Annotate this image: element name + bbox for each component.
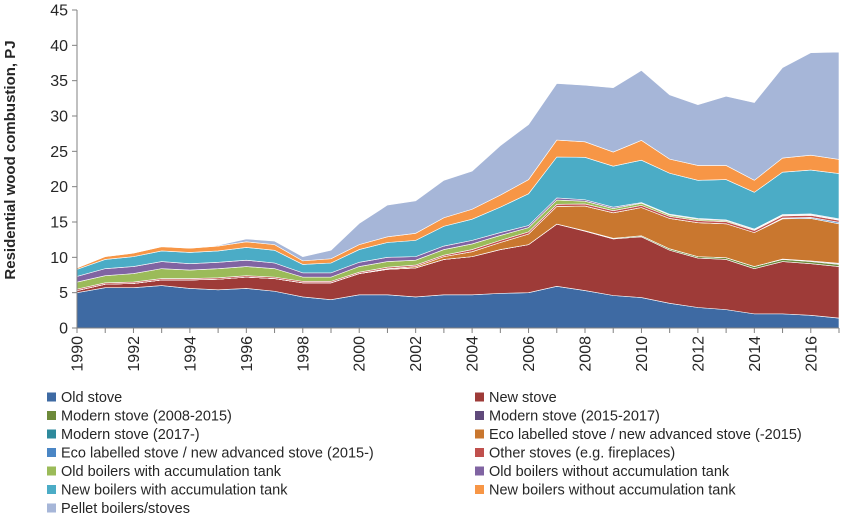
legend-label-modern-stove-2017: Modern stove (2017-): [61, 427, 200, 443]
x-tick-label: 1998: [295, 336, 312, 372]
x-tick-label: 2004: [465, 336, 482, 372]
x-tick-label: 1994: [182, 336, 199, 372]
chart-legend: Old stove New stove Modern stove (2008-201…: [47, 390, 802, 516]
x-tick-label: 2000: [352, 336, 369, 372]
x-tick-label: 2014: [747, 336, 764, 372]
x-tick-label: 2006: [521, 336, 538, 372]
y-tick-label: 25: [50, 144, 68, 161]
legend-swatch-eco-labelled-stove-new-advanced-stove-2015: [47, 448, 56, 457]
legend-swatch-old-stove: [47, 392, 56, 402]
x-tick-label: 2008: [578, 336, 595, 372]
legend-label-new-stove: New stove: [489, 390, 557, 406]
y-tick-label: 30: [50, 109, 68, 126]
legend-swatch-new-boilers-with-accumulation-tank: [47, 485, 56, 494]
chart-axes: [72, 9, 840, 333]
x-tick-label: 2016: [803, 336, 820, 372]
legend-label-pellet-boilers-stoves: Pellet boilers/stoves: [61, 501, 190, 516]
chart-areas: [76, 51, 840, 329]
legend-swatch-old-boilers-with-accumulation-tank: [47, 466, 56, 476]
legend-swatch-modern-stove-2008-2015: [47, 411, 56, 420]
y-tick-label: 0: [59, 321, 68, 338]
y-tick-label: 15: [50, 215, 68, 232]
legend-swatch-modern-stove-2017: [47, 429, 56, 439]
legend-label-new-boilers-without-accumulation-tank: New boilers without accumulation tank: [489, 483, 736, 499]
legend-label-old-boilers-without-accumulation-tank: Old boilers without accumulation tank: [489, 464, 730, 480]
legend-swatch-old-boilers-without-accumulation-tank: [475, 466, 484, 476]
legend-swatch-other-stoves-e-g-fireplaces: [475, 448, 484, 457]
legend-swatch-eco-labelled-stove-new-advanced-stove-2015: [475, 429, 484, 439]
legend-swatch-modern-stove-2015-2017: [475, 411, 484, 420]
legend-label-old-stove: Old stove: [61, 390, 122, 406]
x-tick-label: 1996: [239, 336, 256, 372]
y-tick-label: 20: [50, 179, 68, 196]
legend-label-eco-labelled-stove-new-advanced-stove-2015: Eco labelled stove / new advanced stove …: [61, 446, 374, 462]
y-tick-label: 5: [59, 285, 68, 302]
legend-label-old-boilers-with-accumulation-tank: Old boilers with accumulation tank: [61, 464, 282, 480]
y-tick-label: 10: [50, 250, 68, 267]
y-tick-label: 45: [50, 3, 68, 20]
legend-label-modern-stove-2008-2015: Modern stove (2008-2015): [61, 409, 232, 425]
legend-label-modern-stove-2015-2017: Modern stove (2015-2017): [489, 409, 660, 425]
legend-label-eco-labelled-stove-new-advanced-stove-2015: Eco labelled stove / new advanced stove …: [489, 427, 802, 443]
x-tick-label: 2002: [408, 336, 425, 372]
x-tick-label: 1992: [126, 336, 143, 372]
y-tick-label: 35: [50, 73, 68, 90]
y-tick-label: 40: [50, 38, 68, 55]
legend-swatch-new-boilers-without-accumulation-tank: [475, 485, 484, 494]
legend-label-other-stoves-e-g-fireplaces: Other stoves (e.g. fireplaces): [489, 446, 675, 462]
x-tick-label: 1990: [70, 336, 87, 372]
legend-swatch-pellet-boilers-stoves: [47, 503, 56, 513]
x-tick-labels: 1990 1992 1994 1996 1998 2000 2002 2004 2006 2008…: [70, 336, 821, 372]
area-series-pellet-boilers-stoves: [76, 51, 840, 269]
legend-swatch-new-stove: [475, 392, 484, 402]
x-tick-label: 2010: [634, 336, 651, 372]
y-tick-labels: 0 5 10 15 20 25 30 35 40 45: [50, 3, 68, 338]
legend-label-new-boilers-with-accumulation-tank: New boilers with accumulation tank: [61, 483, 288, 499]
x-tick-label: 2012: [690, 336, 707, 372]
y-axis-title: Residential wood combustion, PJ: [2, 40, 19, 279]
